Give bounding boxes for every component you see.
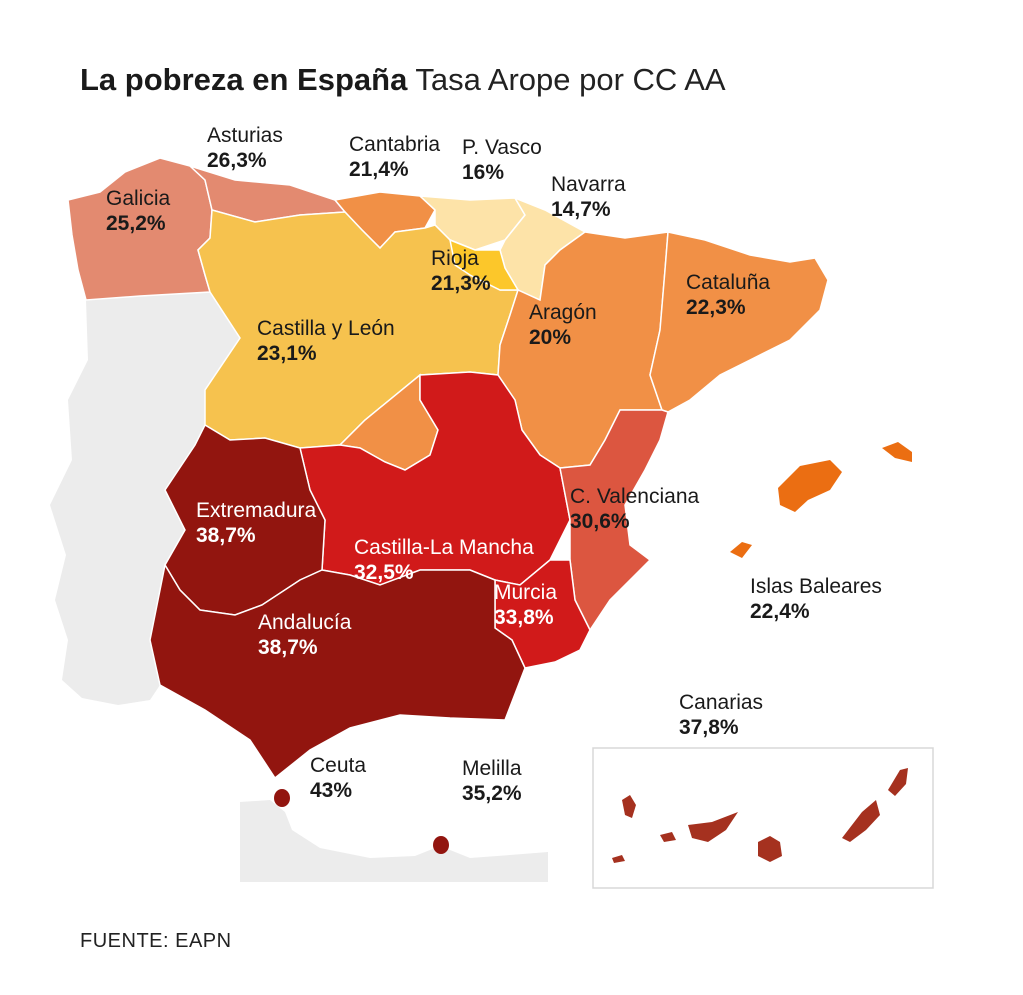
label-castilla-mancha: Castilla-La Mancha 32,5% <box>354 535 534 585</box>
label-galicia-name: Galicia <box>106 187 171 210</box>
source-note: FUENTE: EAPN <box>80 930 232 952</box>
label-murcia-name: Murcia <box>494 581 558 604</box>
label-pvasco-name: P. Vasco <box>462 136 542 159</box>
label-castilla-leon-name: Castilla y León <box>257 317 395 340</box>
label-ceuta: Ceuta 43% <box>310 753 366 803</box>
label-murcia: Murcia 33,8% <box>494 580 557 630</box>
region-canarias-grancanaria[interactable] <box>758 836 782 862</box>
label-castilla-leon-value: 23,1% <box>257 342 317 365</box>
label-murcia-value: 33,8% <box>494 606 554 629</box>
label-navarra-name: Navarra <box>551 173 626 196</box>
title-subtitle: Tasa Arope por CC AA <box>415 62 726 97</box>
region-andalucia[interactable] <box>149 562 526 780</box>
label-extremadura: Extremadura 38,7% <box>196 498 316 548</box>
label-asturias: Asturias 26,3% <box>207 123 283 173</box>
label-navarra: Navarra 14,7% <box>551 172 626 222</box>
label-rioja-value: 21,3% <box>431 272 491 295</box>
label-castilla-mancha-value: 32,5% <box>354 561 414 584</box>
region-canarias-tenerife[interactable] <box>688 812 738 842</box>
label-galicia: Galicia 25,2% <box>106 186 170 236</box>
label-valenciana: C. Valenciana 30,6% <box>570 484 699 534</box>
label-asturias-value: 26,3% <box>207 149 267 172</box>
portugal-area <box>50 292 240 705</box>
label-aragon-name: Aragón <box>529 301 597 324</box>
label-castilla-mancha-name: Castilla-La Mancha <box>354 536 534 559</box>
label-pvasco-value: 16% <box>462 161 505 184</box>
label-aragon-value: 20% <box>529 326 572 349</box>
label-cantabria: Cantabria 21,4% <box>349 132 440 182</box>
africa-area <box>240 800 548 882</box>
region-cataluna[interactable] <box>649 231 829 413</box>
label-canarias-name: Canarias <box>679 691 764 714</box>
label-valenciana-name: C. Valenciana <box>570 485 700 508</box>
label-canarias-value: 37,8% <box>679 716 739 739</box>
map-title: La pobreza en España Tasa Arope por CC A… <box>80 62 726 98</box>
region-murcia[interactable] <box>494 559 591 669</box>
label-rioja: Rioja 21,3% <box>431 246 491 296</box>
label-cantabria-name: Cantabria <box>349 133 441 156</box>
region-melilla[interactable] <box>433 836 449 854</box>
region-ceuta[interactable] <box>274 789 290 807</box>
region-baleares-menorca[interactable] <box>882 442 912 462</box>
label-cataluna-value: 22,3% <box>686 296 746 319</box>
label-melilla-value: 35,2% <box>462 782 522 805</box>
label-ceuta-name: Ceuta <box>310 754 367 777</box>
label-melilla: Melilla 35,2% <box>462 756 522 806</box>
label-cataluna: Cataluña 22,3% <box>686 270 770 320</box>
label-baleares: Islas Baleares 22,4% <box>750 574 882 624</box>
label-baleares-value: 22,4% <box>750 600 810 623</box>
label-aragon: Aragón 20% <box>529 300 597 350</box>
label-castilla-leon: Castilla y León 23,1% <box>257 316 395 366</box>
region-baleares-ibiza[interactable] <box>730 542 752 558</box>
label-melilla-name: Melilla <box>462 757 522 780</box>
region-canarias-hierro[interactable] <box>612 855 625 863</box>
label-andalucia: Andalucía 38,7% <box>258 610 351 660</box>
label-rioja-name: Rioja <box>431 247 479 270</box>
region-canarias-lapalma[interactable] <box>622 795 636 818</box>
label-pvasco: P. Vasco 16% <box>462 135 542 185</box>
label-andalucia-name: Andalucía <box>258 611 352 634</box>
label-extremadura-value: 38,7% <box>196 524 256 547</box>
label-asturias-name: Asturias <box>207 124 283 147</box>
title-main: La pobreza en España <box>80 62 408 97</box>
label-baleares-name: Islas Baleares <box>750 575 882 598</box>
label-galicia-value: 25,2% <box>106 212 166 235</box>
label-navarra-value: 14,7% <box>551 198 611 221</box>
region-canarias-fuerteventura[interactable] <box>842 800 880 842</box>
label-andalucia-value: 38,7% <box>258 636 318 659</box>
region-baleares-mallorca[interactable] <box>778 460 842 512</box>
region-pvasco[interactable] <box>417 195 526 251</box>
label-ceuta-value: 43% <box>310 779 353 802</box>
label-cataluna-name: Cataluña <box>686 271 771 294</box>
region-canarias-gomera[interactable] <box>660 832 676 842</box>
region-canarias-lanzarote[interactable] <box>888 768 908 796</box>
region-valenciana[interactable] <box>559 409 669 632</box>
label-extremadura-name: Extremadura <box>196 499 317 522</box>
label-canarias: Canarias 37,8% <box>679 690 763 740</box>
canarias-inset-frame <box>592 747 934 889</box>
label-valenciana-value: 30,6% <box>570 510 630 533</box>
label-cantabria-value: 21,4% <box>349 158 409 181</box>
